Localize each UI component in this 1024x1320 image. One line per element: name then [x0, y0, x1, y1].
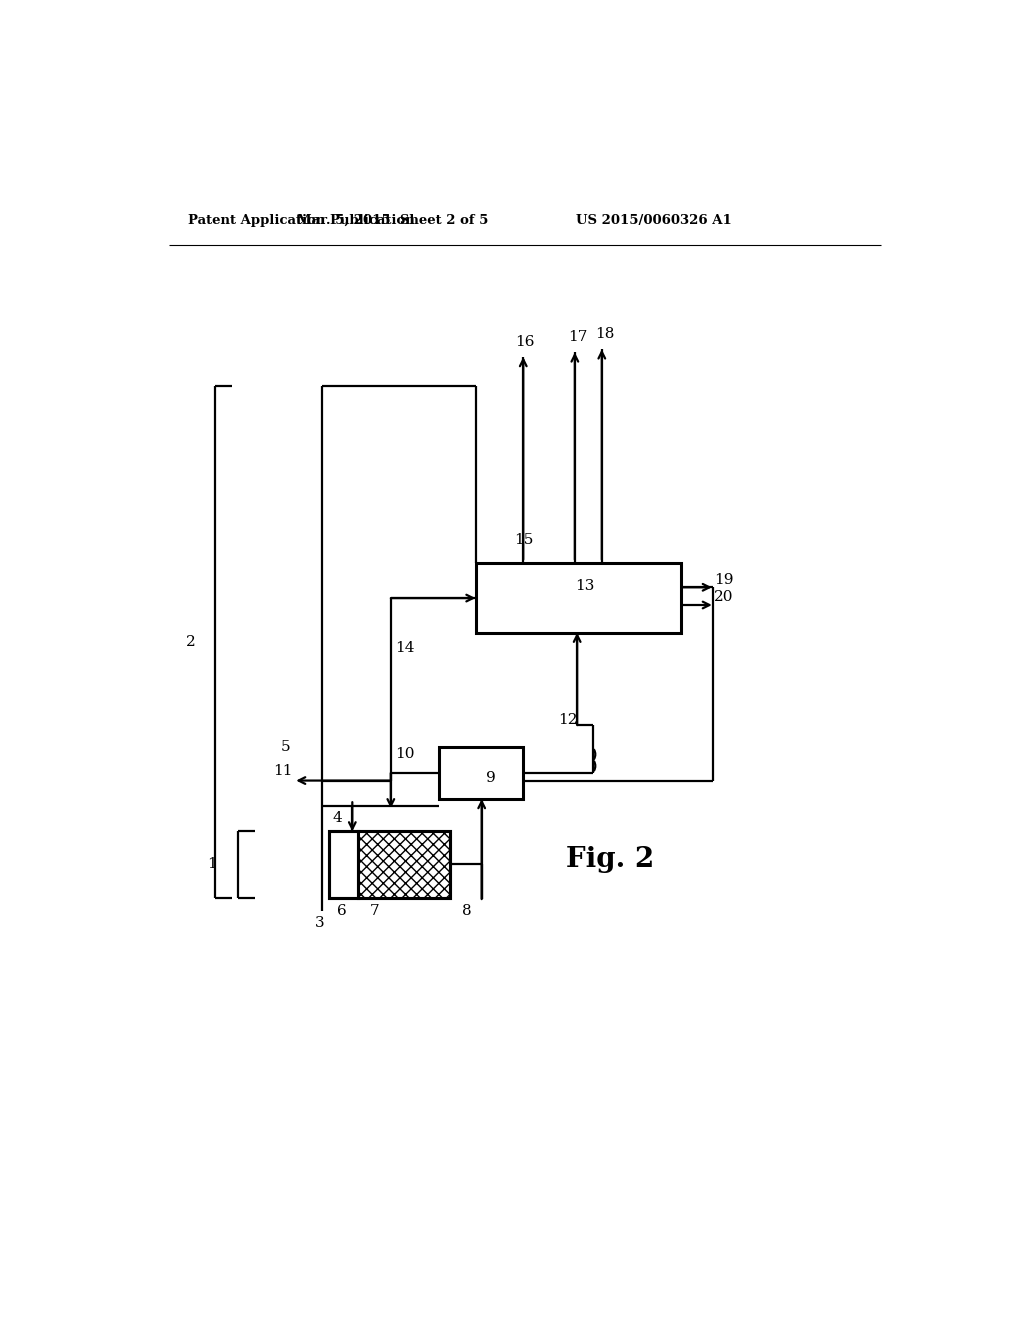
- Bar: [358, 832, 451, 898]
- Text: 9: 9: [486, 771, 496, 785]
- Text: 17: 17: [568, 330, 588, 345]
- Text: 7: 7: [370, 904, 379, 917]
- Text: 12: 12: [558, 714, 578, 727]
- Text: 18: 18: [595, 327, 614, 341]
- Text: 14: 14: [394, 642, 414, 655]
- Text: 4: 4: [333, 810, 342, 825]
- Text: Mar. 5, 2015  Sheet 2 of 5: Mar. 5, 2015 Sheet 2 of 5: [297, 214, 488, 227]
- Text: 15: 15: [514, 532, 534, 546]
- Bar: [330, 832, 451, 898]
- Text: 10: 10: [394, 747, 414, 760]
- Text: 13: 13: [575, 578, 595, 593]
- Text: Fig. 2: Fig. 2: [565, 846, 654, 873]
- Text: 5: 5: [281, 741, 291, 755]
- Text: 6: 6: [337, 904, 347, 917]
- Text: 11: 11: [273, 763, 293, 777]
- Text: 19: 19: [714, 573, 734, 586]
- Bar: [330, 832, 358, 898]
- Text: 1: 1: [208, 858, 217, 871]
- Text: Patent Application Publication: Patent Application Publication: [188, 214, 415, 227]
- Text: 3: 3: [315, 916, 325, 931]
- Text: US 2015/0060326 A1: US 2015/0060326 A1: [575, 214, 731, 227]
- Text: 8: 8: [462, 904, 471, 917]
- Text: 2: 2: [186, 635, 196, 649]
- Bar: [438, 747, 523, 799]
- Text: 20: 20: [714, 590, 734, 605]
- Text: 16: 16: [515, 335, 536, 348]
- Bar: [475, 564, 681, 632]
